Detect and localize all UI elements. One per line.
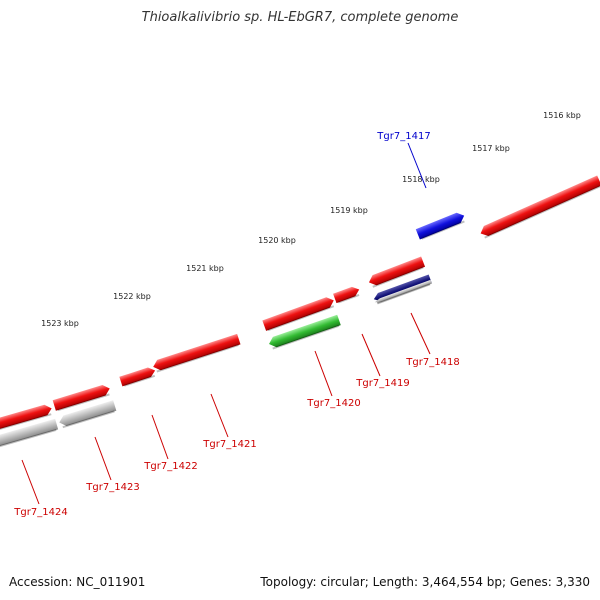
gene-label[interactable]: Tgr7_1419 (355, 378, 409, 389)
gene-label[interactable]: Tgr7_1421 (202, 439, 256, 450)
map-title: Thioalkalivibrio sp. HL-EbGR7, complete … (141, 10, 459, 25)
gene-feature-red (480, 175, 600, 239)
kbp-label: 1522 kbp (113, 292, 151, 301)
gene-label[interactable]: Tgr7_1418 (405, 357, 459, 368)
label-leader-line (94, 436, 112, 481)
gene-features (0, 175, 600, 450)
kbp-label: 1521 kbp (186, 264, 224, 273)
gene-feature-gray (374, 279, 432, 305)
gene-feature-gray (0, 418, 59, 450)
label-leader-line (21, 459, 40, 505)
gene-feature-red (368, 256, 426, 288)
gene-labels: Tgr7_1417 Tgr7_1418 Tgr7_1419 Tgr7_1420 Tgr7… (13, 131, 459, 518)
kbp-label: 1519 kbp (330, 206, 368, 215)
kbp-label: 1518 kbp (402, 175, 440, 184)
label-leader-line (407, 142, 427, 189)
gene-label[interactable]: Tgr7_1423 (85, 482, 139, 493)
gene-label[interactable]: Tgr7_1422 (143, 461, 197, 472)
gene-feature-red (333, 286, 360, 304)
gene-feature-blue (415, 212, 465, 240)
topology-text: Topology: circular; Length: 3,464,554 bp… (260, 575, 590, 589)
gene-feature-red (119, 367, 156, 387)
label-leader-line (361, 333, 381, 377)
gene-feature-green (269, 314, 341, 350)
kbp-label: 1520 kbp (258, 236, 296, 245)
gene-feature-gray (59, 400, 117, 429)
accession-text: Accession: NC_011901 (9, 575, 146, 589)
gene-label[interactable]: Tgr7_1424 (13, 507, 67, 518)
kbp-label: 1516 kbp (543, 111, 581, 120)
kbp-label: 1523 kbp (41, 319, 79, 328)
gene-feature-red (0, 404, 52, 434)
label-leader-line (151, 414, 169, 460)
gene-feature-red (153, 333, 241, 373)
label-leader-line (210, 393, 229, 438)
gene-label[interactable]: Tgr7_1417 (376, 131, 430, 142)
gene-feature-red (262, 297, 335, 332)
gene-label[interactable]: Tgr7_1420 (306, 398, 360, 409)
gene-feature-red (52, 385, 110, 412)
kbp-label: 1517 kbp (472, 144, 510, 153)
label-leader-line (410, 312, 431, 355)
kbp-ticks: 1516 kbp 1517 kbp 1518 kbp 1519 kbp 1520 kbp… (41, 111, 581, 328)
label-leader-line (314, 350, 333, 397)
